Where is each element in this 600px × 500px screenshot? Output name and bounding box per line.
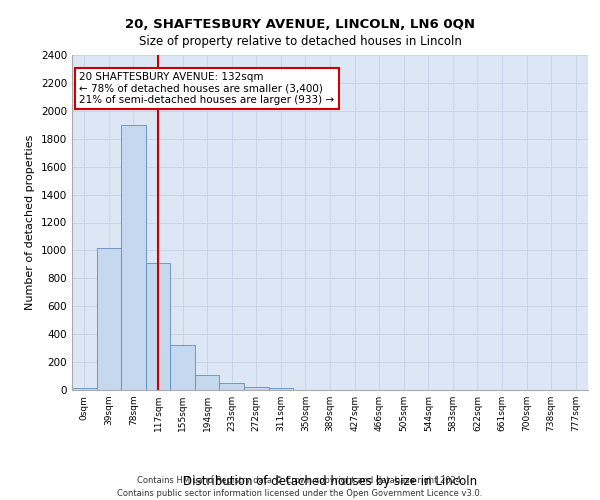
Text: 20, SHAFTESBURY AVENUE, LINCOLN, LN6 0QN: 20, SHAFTESBURY AVENUE, LINCOLN, LN6 0QN — [125, 18, 475, 30]
Bar — [195, 374, 220, 390]
Bar — [220, 383, 244, 390]
Bar — [170, 346, 195, 390]
Text: Contains HM Land Registry data © Crown copyright and database right 2024.
Contai: Contains HM Land Registry data © Crown c… — [118, 476, 482, 498]
Text: Size of property relative to detached houses in Lincoln: Size of property relative to detached ho… — [139, 35, 461, 48]
Bar — [72, 388, 97, 390]
Bar — [269, 388, 293, 390]
Bar — [146, 263, 170, 390]
Y-axis label: Number of detached properties: Number of detached properties — [25, 135, 35, 310]
Text: Distribution of detached houses by size in Lincoln: Distribution of detached houses by size … — [183, 474, 477, 488]
Bar — [121, 125, 146, 390]
Bar — [97, 248, 121, 390]
Bar — [244, 386, 269, 390]
Text: 20 SHAFTESBURY AVENUE: 132sqm
← 78% of detached houses are smaller (3,400)
21% o: 20 SHAFTESBURY AVENUE: 132sqm ← 78% of d… — [79, 72, 334, 105]
